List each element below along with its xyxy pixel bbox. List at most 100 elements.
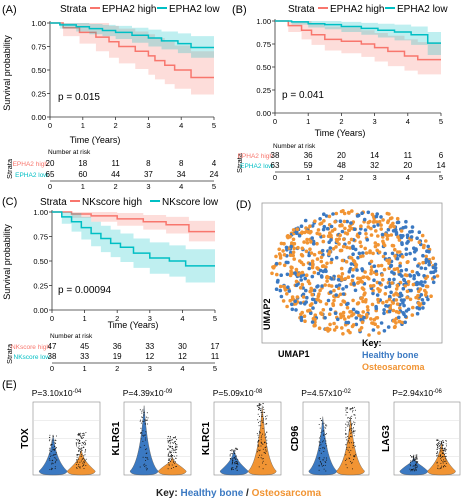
risk-value: 24 xyxy=(210,170,219,179)
umap-point xyxy=(431,256,436,261)
umap-point xyxy=(415,306,420,310)
jitter-point xyxy=(145,467,147,469)
umap-point xyxy=(360,211,364,215)
jitter-point xyxy=(49,434,51,436)
umap-point xyxy=(384,285,388,290)
umap-point xyxy=(315,285,319,289)
umap-point xyxy=(357,231,362,236)
umap-point xyxy=(381,254,386,259)
umap-point xyxy=(330,277,334,281)
jitter-point xyxy=(78,458,80,460)
jitter-point xyxy=(258,454,260,456)
umap-point xyxy=(400,274,404,278)
jitter-point xyxy=(171,450,173,452)
p-value-exponent: -02 xyxy=(342,389,351,395)
jitter-point xyxy=(143,435,145,437)
umap-point xyxy=(390,251,395,256)
umap-point xyxy=(310,302,314,306)
jitter-point xyxy=(326,445,328,447)
jitter-point xyxy=(83,461,85,463)
jitter-point xyxy=(141,432,143,434)
jitter-point xyxy=(75,464,77,466)
jitter-point xyxy=(167,459,169,461)
risk-row-label: EPHA2 low xyxy=(15,172,48,179)
umap-point xyxy=(341,310,346,315)
umap-point xyxy=(355,233,360,238)
x-tick-label: 0 xyxy=(48,121,52,130)
jitter-point xyxy=(443,441,444,443)
jitter-point xyxy=(232,460,234,462)
umap-point xyxy=(300,282,305,287)
jitter-point xyxy=(257,409,259,411)
umap-point xyxy=(390,281,394,285)
survival-curve xyxy=(275,20,441,61)
jitter-point xyxy=(444,449,446,450)
panel-e: (E) P=3.10x10-04 TOX P=4.39x10-09 KLRG1 P=5.… xyxy=(2,379,461,499)
umap-point xyxy=(372,224,376,229)
umap-point xyxy=(332,321,336,326)
jitter-point xyxy=(353,424,355,426)
umap-point xyxy=(398,291,403,296)
violin-shape xyxy=(158,455,187,476)
jitter-point xyxy=(176,444,178,446)
umap-point xyxy=(405,273,409,278)
risk-x-tick-label: 5 xyxy=(212,182,216,191)
jitter-point xyxy=(413,464,415,466)
umap-point xyxy=(389,290,393,295)
umap-point xyxy=(399,229,404,233)
jitter-point xyxy=(349,409,351,411)
risk-value: 63 xyxy=(271,161,280,170)
key-title: Key: xyxy=(156,488,178,499)
risk-x-tick-label: 0 xyxy=(50,364,54,373)
umap-point xyxy=(372,264,377,269)
jitter-point xyxy=(326,457,327,459)
strata-label: Strata xyxy=(5,158,14,179)
jitter-point xyxy=(345,436,347,438)
jitter-point xyxy=(262,448,264,450)
jitter-point xyxy=(81,448,83,450)
jitter-point xyxy=(443,460,445,462)
y-tick-label: 0.50 xyxy=(31,66,46,75)
jitter-point xyxy=(438,445,440,447)
umap-point xyxy=(399,235,404,240)
umap-point xyxy=(342,237,346,242)
umap-point xyxy=(283,288,288,292)
jitter-point xyxy=(443,465,445,467)
umap-point xyxy=(402,277,406,282)
umap-point xyxy=(316,271,321,276)
umap-point xyxy=(320,248,325,253)
jitter-point xyxy=(168,452,170,454)
jitter-point xyxy=(80,460,82,462)
umap-point xyxy=(299,274,303,279)
jitter-point xyxy=(233,457,235,459)
umap-point xyxy=(394,287,399,291)
p-value-exponent: -08 xyxy=(254,389,263,395)
jitter-point xyxy=(410,455,411,457)
umap-point xyxy=(278,261,282,266)
umap-point xyxy=(284,245,289,250)
jitter-point xyxy=(266,415,268,417)
umap-point xyxy=(359,224,363,228)
umap-point xyxy=(342,211,347,216)
p-value: p = 0.041 xyxy=(282,90,324,101)
risk-value: 14 xyxy=(370,151,379,160)
jitter-point xyxy=(440,447,442,449)
umap-point xyxy=(331,212,335,216)
jitter-point xyxy=(85,444,87,446)
umap-point xyxy=(345,305,350,310)
jitter-point xyxy=(259,409,261,411)
umap-point xyxy=(417,302,422,306)
violin-panel: P=5.09x10-08 KLRC1 xyxy=(201,388,282,476)
jitter-point xyxy=(55,448,57,450)
umap-point xyxy=(300,270,305,275)
jitter-point xyxy=(173,467,175,468)
jitter-point xyxy=(319,448,321,449)
jitter-point xyxy=(143,464,145,466)
umap-point xyxy=(347,240,352,245)
jitter-point xyxy=(445,465,447,467)
jitter-point xyxy=(79,433,81,435)
umap-point xyxy=(339,275,344,279)
umap-point xyxy=(331,303,336,308)
jitter-point xyxy=(259,420,261,422)
jitter-point xyxy=(441,445,443,447)
